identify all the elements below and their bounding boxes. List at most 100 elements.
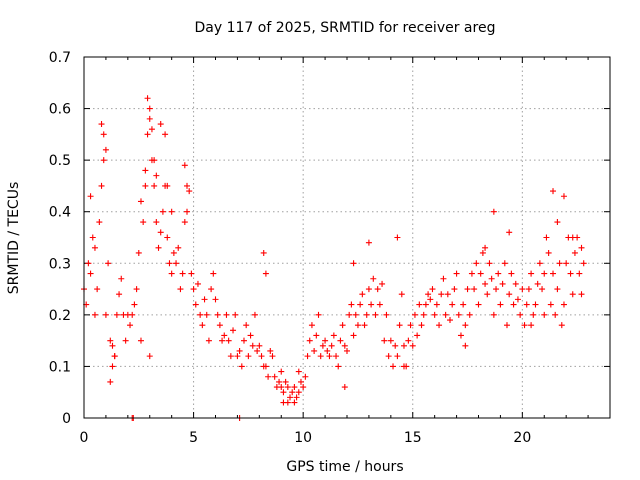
data-point — [137, 337, 144, 344]
axis-ticks — [83, 56, 610, 419]
data-point — [455, 311, 462, 318]
data-point — [376, 301, 383, 308]
data-point — [153, 172, 160, 179]
data-point — [170, 249, 177, 256]
data-point — [475, 301, 482, 308]
data-point — [528, 322, 535, 329]
data-point — [497, 301, 504, 308]
x-tick-label: 20 — [513, 430, 531, 446]
data-point — [569, 291, 576, 298]
y-tick-label: 0.7 — [49, 50, 71, 66]
data-point — [578, 244, 585, 251]
data-point — [297, 378, 304, 385]
data-point — [96, 219, 103, 226]
data-point — [576, 270, 583, 277]
data-point — [335, 363, 342, 370]
data-point — [486, 260, 493, 267]
data-point — [387, 337, 394, 344]
data-point — [330, 332, 337, 339]
data-point — [164, 234, 171, 241]
data-point — [214, 311, 221, 318]
data-point — [534, 280, 541, 287]
data-point — [357, 301, 364, 308]
data-point — [254, 347, 261, 354]
data-point — [361, 322, 368, 329]
data-point — [100, 157, 107, 164]
data-point — [205, 337, 212, 344]
data-point — [394, 234, 401, 241]
data-point — [116, 291, 123, 298]
y-tick-label: 0 — [62, 411, 71, 427]
data-point — [560, 193, 567, 200]
data-point — [146, 353, 153, 360]
data-point — [405, 337, 412, 344]
data-point — [203, 311, 210, 318]
data-point — [210, 270, 217, 277]
data-point — [127, 322, 134, 329]
data-point — [466, 311, 473, 318]
data-point — [157, 229, 164, 236]
data-point — [181, 162, 188, 169]
data-point — [262, 363, 269, 370]
data-point — [541, 311, 548, 318]
data-point — [449, 301, 456, 308]
data-point — [490, 208, 497, 215]
data-point — [550, 270, 557, 277]
data-point — [192, 301, 199, 308]
data-point — [109, 342, 116, 349]
data-point — [460, 301, 467, 308]
data-point — [256, 342, 263, 349]
data-point — [333, 353, 340, 360]
data-point — [457, 332, 464, 339]
data-point — [317, 353, 324, 360]
data-point — [532, 301, 539, 308]
data-point — [107, 378, 114, 385]
data-point — [186, 188, 193, 195]
x-tick-label: 10 — [294, 430, 312, 446]
data-point — [451, 286, 458, 293]
data-point — [396, 322, 403, 329]
data-point — [438, 291, 445, 298]
data-point — [216, 322, 223, 329]
data-point — [563, 260, 570, 267]
data-point — [87, 193, 94, 200]
data-point — [517, 311, 524, 318]
data-point — [468, 270, 475, 277]
data-point — [315, 311, 322, 318]
data-point — [541, 270, 548, 277]
data-point — [251, 311, 258, 318]
data-point — [98, 121, 105, 128]
data-point — [512, 280, 519, 287]
data-point — [284, 399, 291, 406]
data-point — [545, 249, 552, 256]
data-point — [146, 115, 153, 122]
data-point — [111, 353, 118, 360]
data-point — [197, 311, 204, 318]
data-point — [414, 332, 421, 339]
data-point — [295, 368, 302, 375]
data-point — [313, 332, 320, 339]
data-point — [140, 219, 147, 226]
data-point — [471, 286, 478, 293]
data-point — [352, 311, 359, 318]
data-point — [536, 260, 543, 267]
plot-frame — [83, 56, 611, 419]
data-point — [484, 291, 491, 298]
data-point — [427, 296, 434, 303]
data-point — [420, 311, 427, 318]
data-point — [337, 337, 344, 344]
data-point — [530, 311, 537, 318]
data-point — [346, 311, 353, 318]
data-point — [276, 378, 283, 385]
data-point — [271, 373, 278, 380]
data-point — [506, 229, 513, 236]
data-point — [168, 208, 175, 215]
data-point — [462, 342, 469, 349]
y-tick-label: 0.4 — [49, 205, 71, 221]
data-point — [225, 337, 232, 344]
data-point — [94, 286, 101, 293]
data-point — [550, 188, 557, 195]
data-point — [523, 301, 530, 308]
data-point — [267, 347, 274, 354]
data-point — [304, 353, 311, 360]
